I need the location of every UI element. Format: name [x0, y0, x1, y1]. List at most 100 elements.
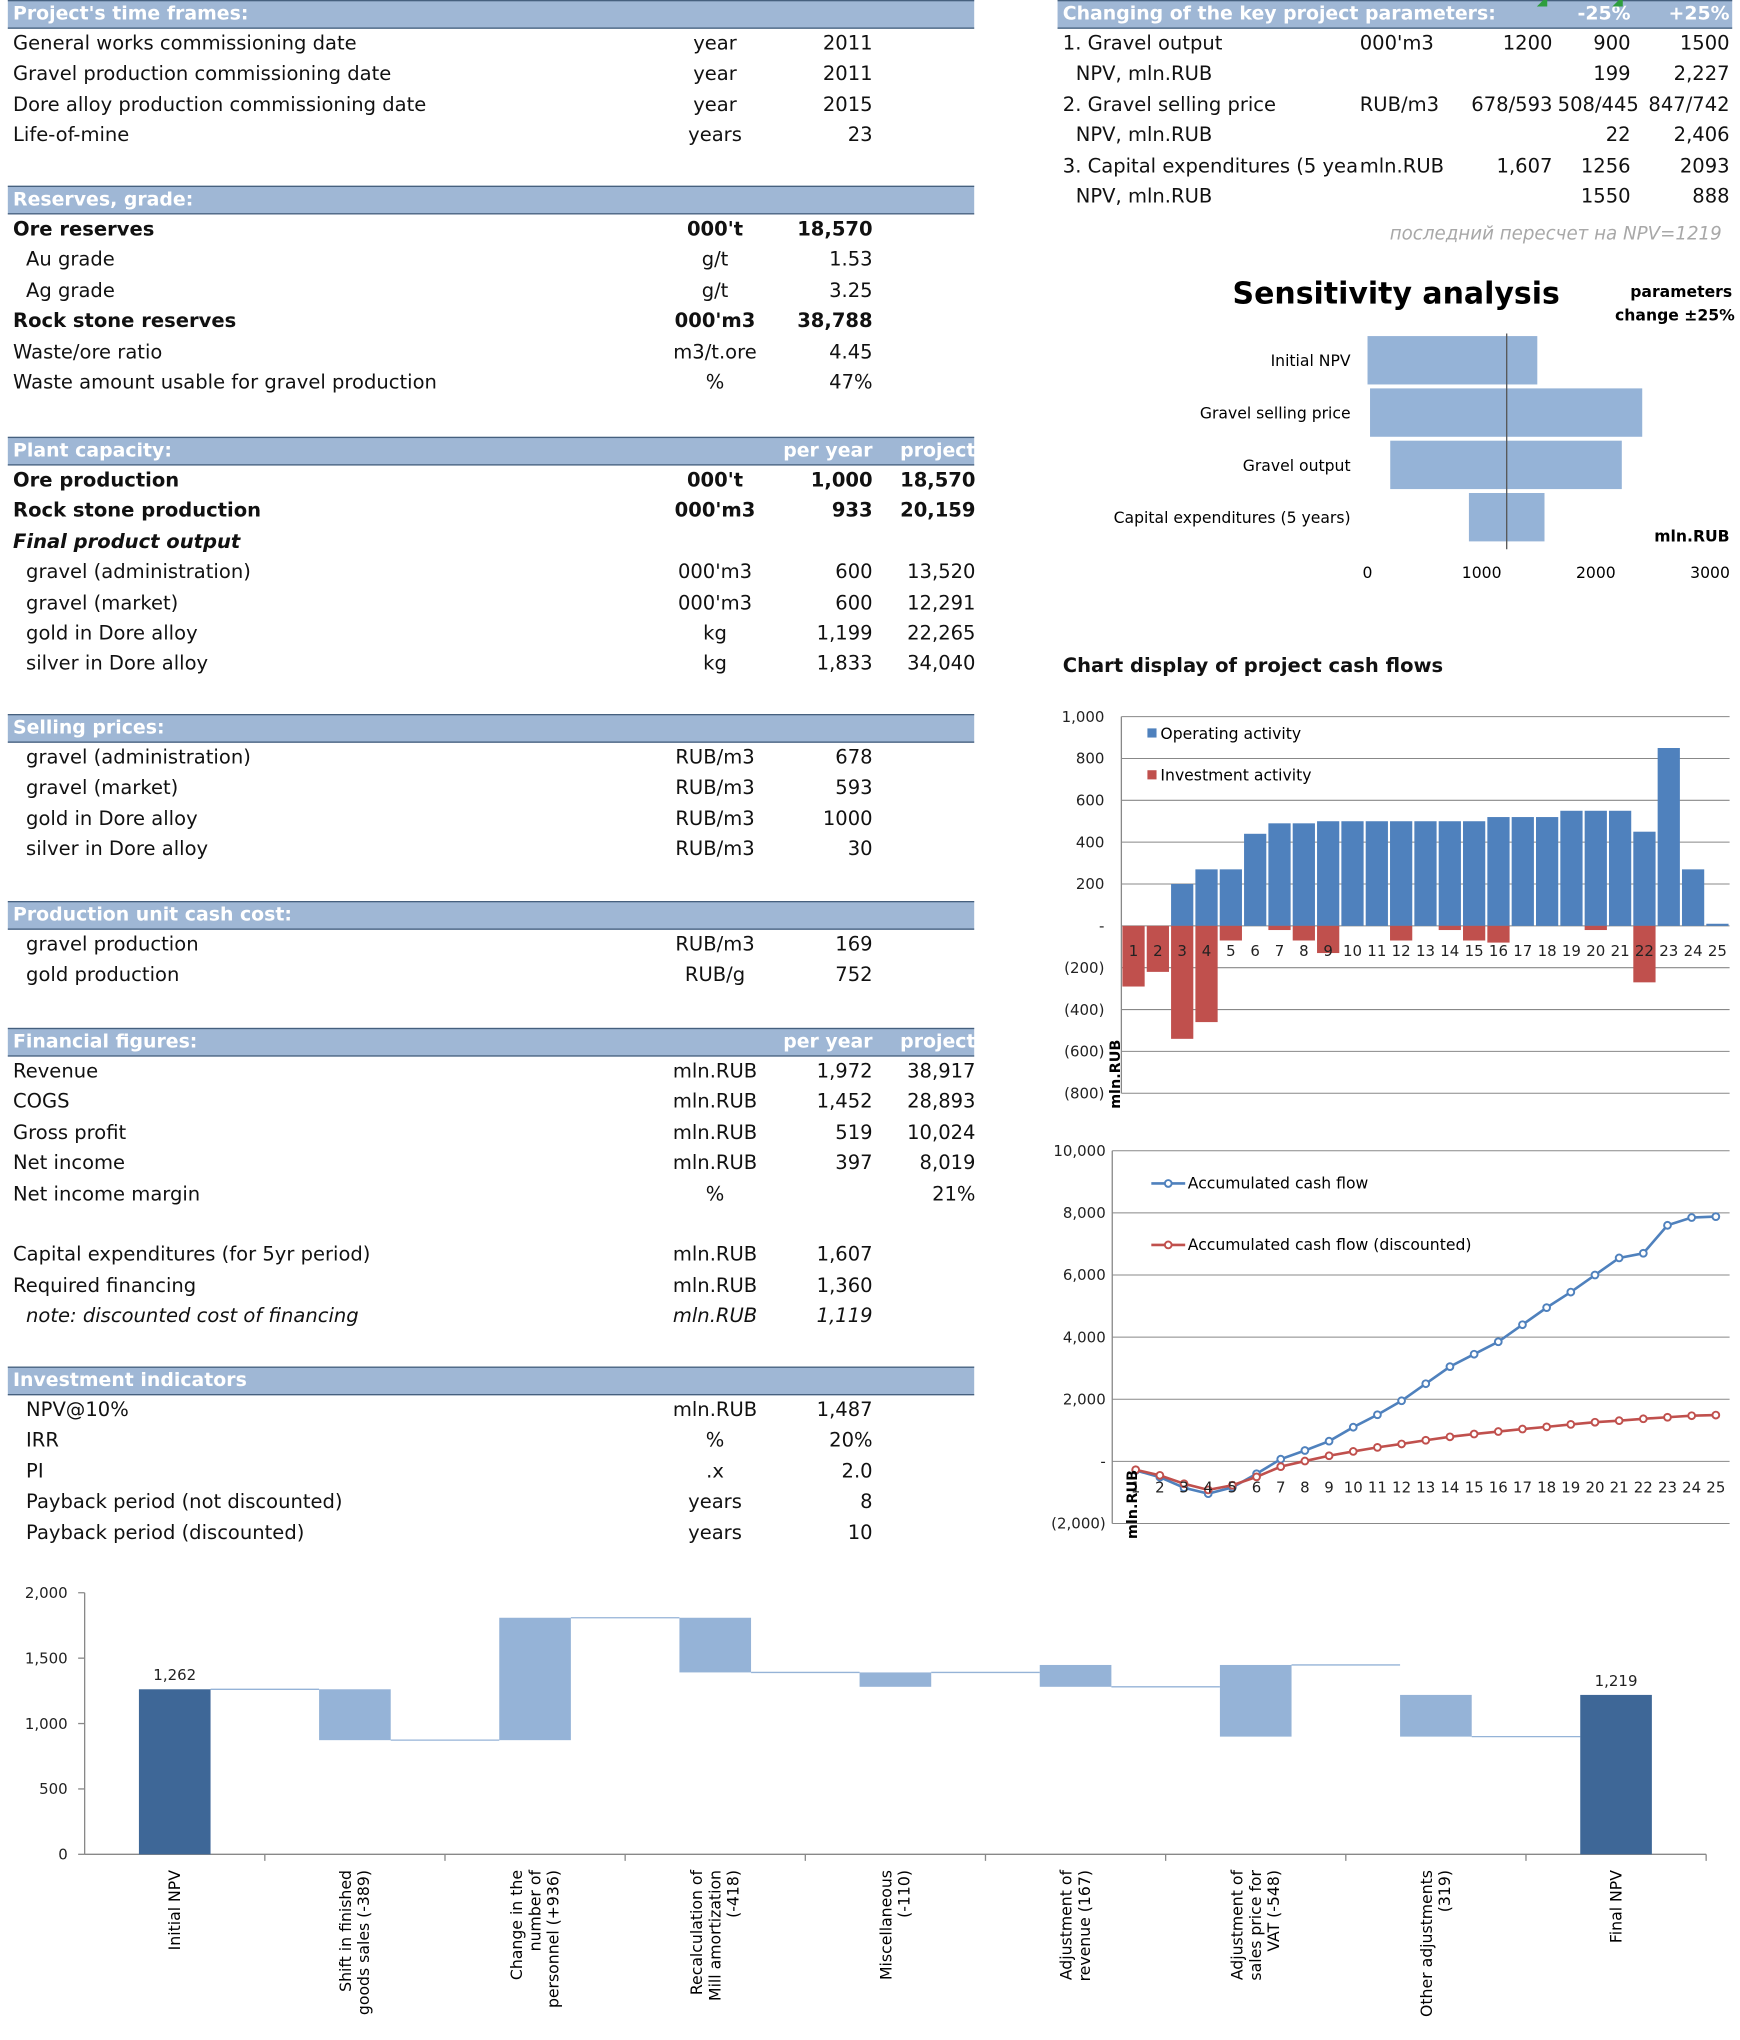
row-unit: mln.RUB	[672, 1059, 758, 1083]
series-point	[1614, 1253, 1624, 1263]
row-unit: m3/t.ore	[673, 339, 757, 363]
x-tick-label: 7	[1276, 1479, 1286, 1497]
x-category-label: Initial NPV	[165, 1870, 184, 1951]
y-axis-title: mln.RUB	[1125, 1470, 1141, 1539]
x-tick-label: 13	[1416, 942, 1435, 960]
row-unit: mln.RUB	[672, 1303, 758, 1328]
cashflow-bar	[1292, 925, 1315, 941]
sensitivity-minus: 1550	[1580, 184, 1631, 208]
x-tick-label: 25	[1708, 942, 1727, 960]
row-project: 20,159	[900, 498, 976, 523]
x-category-line: Mill amortization	[705, 1870, 724, 2001]
sensitivity-row: 3. Capital expenditures (5 yea mln.RUB 1,6…	[1058, 151, 1733, 182]
sensitivity-row: NPV, mln.RUB 22 2,406	[1058, 121, 1733, 152]
row-value: 23	[847, 123, 873, 147]
waterfall-bar	[1580, 1694, 1652, 1855]
series-point	[1276, 1454, 1286, 1464]
series-line	[1135, 1215, 1716, 1496]
y-tick-label: 2,000	[25, 1584, 68, 1602]
sensitivity-base: 678/593	[1471, 92, 1553, 117]
cashflow-bar	[1390, 821, 1413, 926]
cashflow-bar	[1341, 821, 1364, 926]
row-label: Rock stone production	[13, 498, 262, 523]
waterfall-data-label: 1,262	[153, 1666, 196, 1684]
series-point	[1566, 1287, 1576, 1297]
x-category-line: goods sales (-389)	[354, 1870, 373, 2015]
section-header: Production unit cash cost:	[7, 901, 975, 930]
row-label: Rock stone reserves	[13, 308, 237, 333]
x-tick-label: 23	[1659, 942, 1678, 960]
row-value: 593	[835, 775, 873, 800]
sensitivity-minus: 1256	[1580, 153, 1631, 178]
y-tick-label: 800	[1076, 750, 1105, 768]
sensitivity-minus: 900	[1593, 31, 1631, 55]
legend-swatch	[1147, 728, 1157, 738]
series-point	[1638, 1414, 1648, 1424]
row-project: 12,291	[907, 590, 976, 615]
cashflow-bar	[1219, 869, 1242, 926]
table-row: NPV@10% mln.RUB 1,487	[8, 1395, 974, 1426]
series-point	[1542, 1422, 1551, 1432]
section-title: Selling prices:	[13, 717, 165, 739]
cashflow-bar	[1146, 925, 1169, 972]
row-label: gold in Dore alloy	[26, 621, 198, 645]
x-tick-label: 20	[1586, 942, 1605, 960]
row-unit: %	[705, 370, 725, 394]
row-project: 13,520	[907, 559, 976, 584]
row-project: 10,024	[907, 1120, 976, 1144]
x-tick-label: 3	[1177, 942, 1187, 960]
row-unit: %	[705, 1181, 725, 1206]
series-point	[1397, 1439, 1406, 1449]
series-point	[1638, 1248, 1648, 1258]
section-cash_cost: Production unit cash cost: gravel product…	[7, 901, 975, 991]
legend-label: Operating activity	[1160, 724, 1301, 743]
series-point	[1542, 1303, 1551, 1312]
series-point	[1203, 1485, 1213, 1495]
table-row: Final product output	[8, 527, 974, 558]
sensitivity-plus: 2,227	[1673, 61, 1730, 86]
x-category-line: Initial NPV	[165, 1870, 184, 1951]
x-category-line: Miscellaneous	[877, 1870, 896, 1980]
sensitivity-row: NPV, mln.RUB 1550 888	[1058, 182, 1733, 213]
sensitivity-plus: 1500	[1679, 31, 1730, 55]
y-tick-label: -	[1100, 1453, 1105, 1471]
x-tick-label: 6	[1250, 942, 1260, 960]
table-row: Ore reserves 000't 18,570	[8, 214, 974, 245]
row-value: 1,487	[816, 1397, 873, 1422]
table-row: Au grade g/t 1.53	[8, 245, 974, 276]
cashflow-bar	[1171, 884, 1194, 926]
row-label: Net income margin	[13, 1181, 201, 1206]
cashflow-bar	[1390, 925, 1413, 941]
row-value: 18,570	[797, 217, 873, 241]
row-label: IRR	[26, 1428, 59, 1453]
section-prices: Selling prices: gravel (administration) RU…	[7, 714, 975, 865]
row-value: 1.53	[829, 247, 873, 272]
row-unit: years	[688, 123, 742, 147]
row-value: 1,972	[816, 1059, 873, 1083]
x-tick-label: 4	[1203, 1479, 1213, 1497]
x-tick-label: 10	[1344, 1479, 1363, 1497]
sensitivity-label: 1. Gravel output	[1062, 31, 1223, 55]
series-point	[1687, 1411, 1697, 1421]
row-label: gravel (administration)	[26, 745, 251, 769]
row-value: 397	[835, 1151, 873, 1175]
series-point	[1131, 1465, 1141, 1475]
tornado-unit: mln.RUB	[1654, 526, 1729, 545]
table-row: Dore alloy production commissioning date…	[8, 90, 974, 121]
sensitivity-base: 1200	[1502, 31, 1553, 55]
row-unit: mln.RUB	[672, 1273, 758, 1297]
legend-swatch	[1147, 770, 1157, 780]
cashflow-bar	[1706, 923, 1729, 926]
row-value: 1,360	[816, 1273, 873, 1297]
row-label: gravel (market)	[26, 590, 179, 615]
section-header: Reserves, grade:	[7, 185, 975, 215]
tornado-category-label: Gravel selling price	[1200, 403, 1351, 422]
table-row	[8, 1210, 974, 1241]
legend-label: Accumulated cash flow	[1188, 1174, 1369, 1193]
x-category-line: sales price for	[1246, 1869, 1265, 1980]
y-tick-label: 0	[58, 1846, 68, 1864]
row-label: gravel production	[26, 932, 199, 956]
col-project: project	[900, 440, 976, 462]
table-row: Gravel production commissioning date year…	[8, 59, 974, 90]
x-tick-label: 5	[1226, 942, 1236, 960]
